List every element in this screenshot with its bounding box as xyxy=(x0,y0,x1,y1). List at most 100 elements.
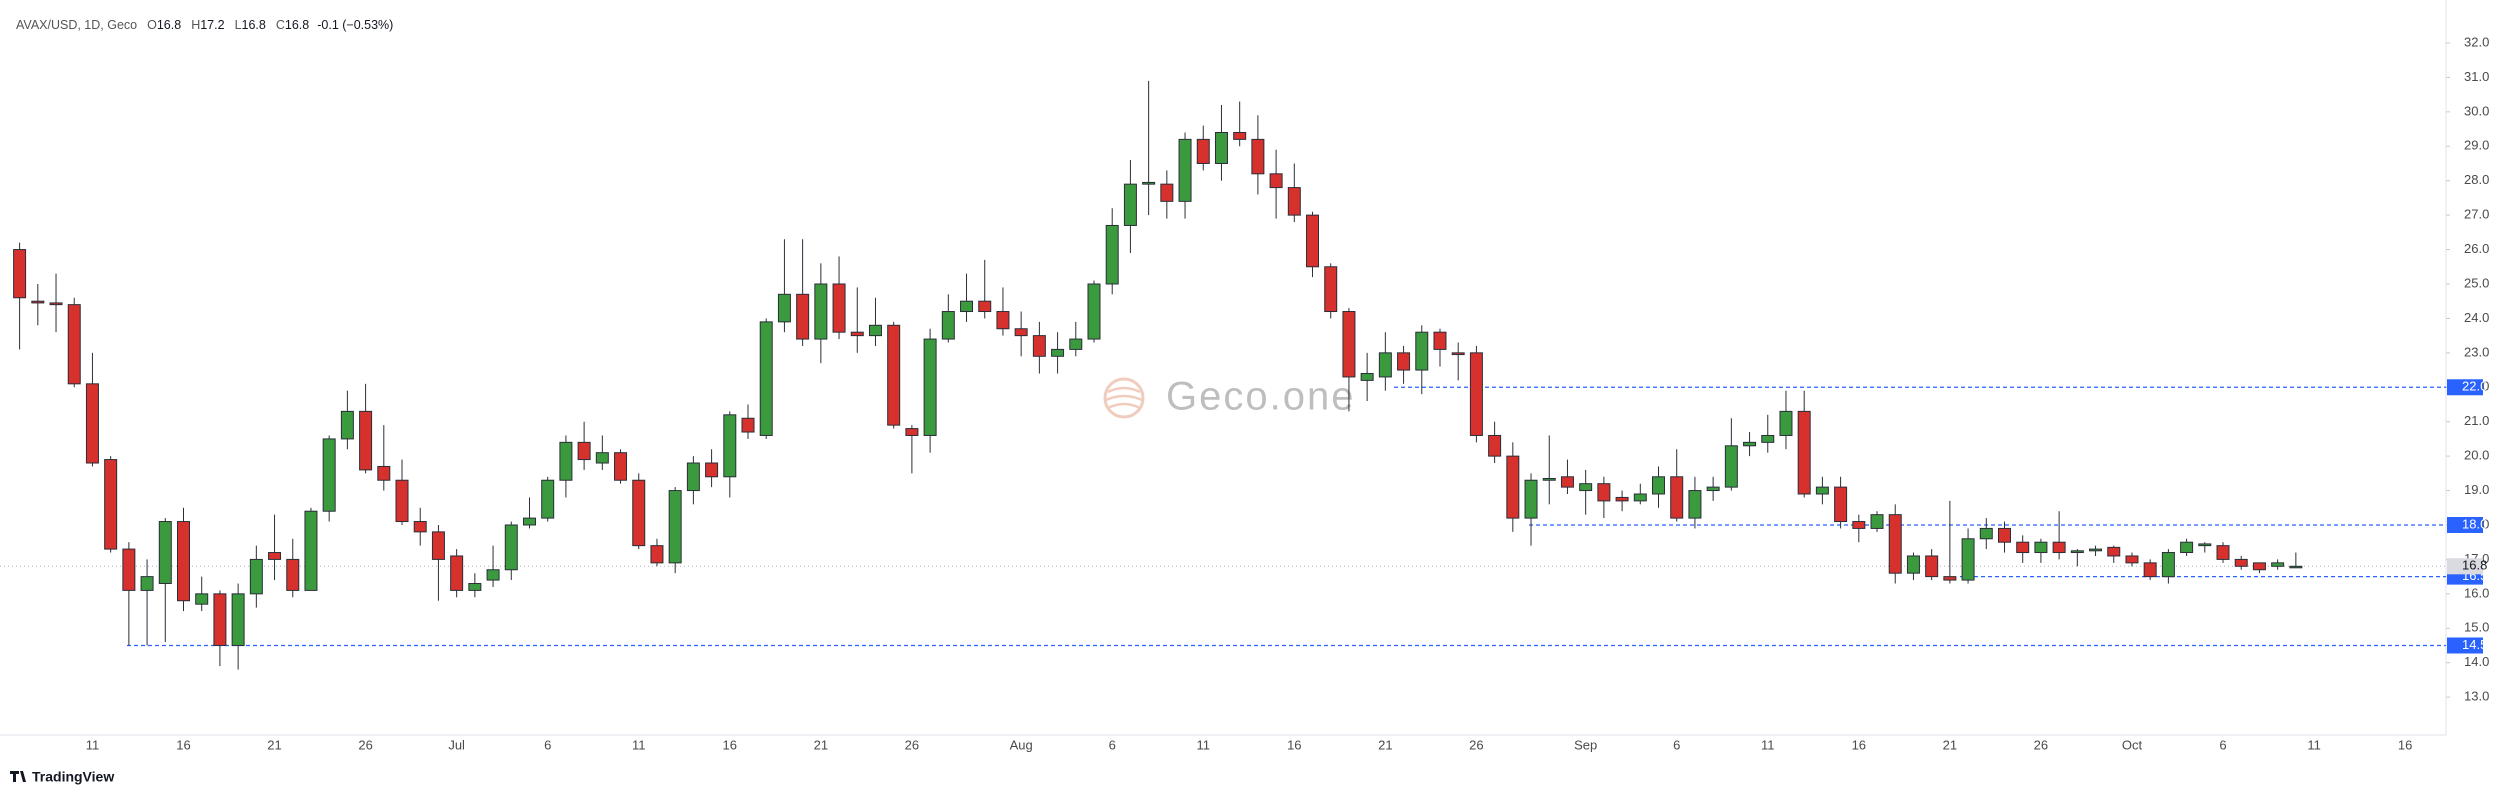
last-price-box xyxy=(2447,558,2483,575)
candle-body xyxy=(1815,486,1829,495)
y-tick-label: 32.0 xyxy=(2464,34,2489,49)
candle-body xyxy=(140,576,154,591)
candle-body xyxy=(1488,434,1502,457)
candle-body xyxy=(2125,555,2139,564)
level-price-label: 18.0 xyxy=(2462,516,2487,531)
candle-body xyxy=(1761,434,1775,443)
y-tick-label: 26.0 xyxy=(2464,241,2489,256)
y-tick-label: 14.0 xyxy=(2464,654,2489,669)
candle-body xyxy=(1433,331,1447,350)
candle-body xyxy=(1178,138,1192,202)
candle-body xyxy=(2143,562,2157,578)
symbol: AVAX/USD, 1D, Geco xyxy=(16,18,137,32)
y-tick-label: 25.0 xyxy=(2464,275,2489,290)
candle-body xyxy=(2289,565,2303,569)
candle-body xyxy=(1870,514,1884,529)
x-tick-label: 11 xyxy=(1761,737,1775,752)
candle-body xyxy=(1652,476,1666,495)
candle-body xyxy=(814,283,828,340)
candle-body xyxy=(486,569,500,581)
candle-body xyxy=(468,583,482,591)
candle-body xyxy=(960,300,974,313)
candle-body xyxy=(1943,576,1957,581)
y-tick-label: 30.0 xyxy=(2464,103,2489,118)
candle-body xyxy=(2089,548,2103,552)
level-price-box xyxy=(2447,516,2483,533)
level-price-label: 14.5 xyxy=(2462,637,2487,652)
candle-body xyxy=(1196,138,1210,164)
candle-body xyxy=(104,459,118,550)
candle-body xyxy=(340,410,354,440)
candle-body xyxy=(431,531,445,560)
candle-body xyxy=(1724,445,1738,488)
candle-body xyxy=(905,428,919,436)
candle-body xyxy=(249,558,263,595)
candle-body xyxy=(1069,338,1083,350)
candle-body xyxy=(668,490,682,564)
candle-body xyxy=(2216,545,2230,560)
y-tick-label: 27.0 xyxy=(2464,207,2489,222)
x-tick-label: 11 xyxy=(86,737,100,752)
candle-body xyxy=(1451,352,1465,356)
change: -0.1 (−0.53%) xyxy=(317,18,393,32)
y-tick-label: 16.0 xyxy=(2464,585,2489,600)
candle-body xyxy=(122,548,136,591)
candle-body xyxy=(359,410,373,471)
candle-body xyxy=(705,462,719,478)
candle-body xyxy=(1051,348,1065,357)
candle-body xyxy=(1688,490,1702,519)
x-tick-label: 11 xyxy=(1197,737,1211,752)
candle-body xyxy=(2161,552,2175,578)
x-tick-label: 16 xyxy=(2398,737,2412,752)
y-tick-label: 28.0 xyxy=(2464,172,2489,187)
candle-body xyxy=(1506,455,1520,519)
candle-body xyxy=(504,524,518,571)
x-tick-label: 26 xyxy=(1469,737,1483,752)
candle-body xyxy=(1087,283,1101,340)
candle-body xyxy=(1251,138,1265,175)
candle-body xyxy=(777,293,791,323)
candle-body xyxy=(268,552,282,560)
tv-logo xyxy=(10,771,26,782)
candle-body xyxy=(1925,555,1939,578)
candle-body xyxy=(377,465,391,481)
candle-body xyxy=(1032,335,1046,357)
candle-body xyxy=(1979,527,1993,540)
watermark-logo xyxy=(1103,377,1145,419)
ohlc-label: O xyxy=(147,18,157,32)
x-tick-label: 6 xyxy=(1109,737,1116,752)
ohlc-label: H xyxy=(191,18,200,32)
x-tick-label: Jul xyxy=(448,737,465,752)
candle-body xyxy=(2052,541,2066,554)
x-tick-label: 6 xyxy=(2219,737,2226,752)
candle-body xyxy=(595,452,609,464)
candle-body xyxy=(1888,514,1902,574)
candle-body xyxy=(2034,541,2048,554)
candle-body xyxy=(978,300,992,313)
x-tick-label: 21 xyxy=(1943,737,1957,752)
candle-body xyxy=(577,441,591,461)
candle-body xyxy=(322,438,336,512)
candle-body xyxy=(2234,558,2248,567)
candle-body xyxy=(1542,478,1556,481)
candle-body xyxy=(1997,527,2011,543)
y-tick-label: 23.0 xyxy=(2464,344,2489,359)
candle-body xyxy=(1797,410,1811,495)
last-price-label: 16.8 xyxy=(2462,558,2487,573)
candle-body xyxy=(85,383,99,464)
candle-body xyxy=(304,510,318,591)
candle-body xyxy=(195,593,209,605)
x-tick-label: 16 xyxy=(1287,737,1301,752)
candle-body xyxy=(1397,352,1411,371)
candle-body xyxy=(1779,410,1793,436)
y-tick-label: 29.0 xyxy=(2464,138,2489,153)
candle-body xyxy=(1834,486,1848,523)
candle-body xyxy=(1233,132,1247,140)
y-tick-label: 24.0 xyxy=(2464,310,2489,325)
y-tick-label: 31.0 xyxy=(2464,69,2489,84)
level-price-label: 22.0 xyxy=(2462,379,2487,394)
footer-text: TradingView xyxy=(32,769,114,785)
x-tick-label: 11 xyxy=(632,737,646,752)
candle-body xyxy=(1852,521,1866,529)
candle-body xyxy=(559,441,573,481)
